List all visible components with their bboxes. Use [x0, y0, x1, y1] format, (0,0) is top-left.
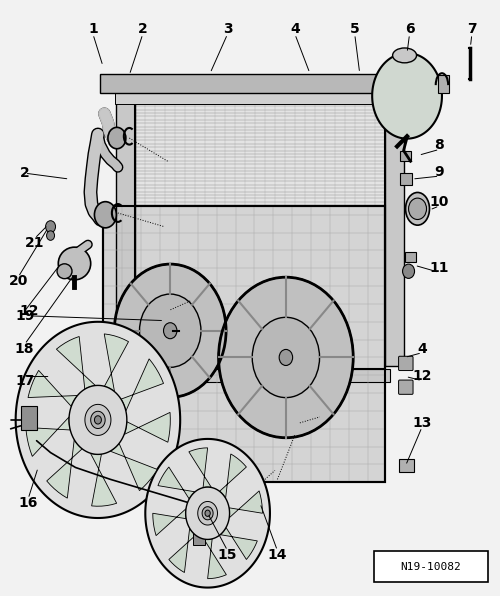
- Text: N19-10082: N19-10082: [400, 562, 462, 572]
- Text: 15: 15: [218, 548, 238, 562]
- Text: 12: 12: [412, 370, 432, 383]
- Polygon shape: [26, 417, 70, 457]
- Circle shape: [46, 221, 56, 232]
- Text: 3: 3: [223, 22, 232, 36]
- Polygon shape: [205, 510, 210, 516]
- Text: 2: 2: [20, 166, 30, 180]
- Text: 19: 19: [15, 309, 34, 323]
- Polygon shape: [85, 404, 111, 436]
- Text: 17: 17: [15, 374, 34, 388]
- Text: 18: 18: [15, 342, 34, 356]
- Text: 10: 10: [430, 195, 449, 209]
- Text: 4: 4: [417, 342, 427, 356]
- FancyBboxPatch shape: [398, 356, 413, 371]
- Bar: [404, 252, 415, 262]
- Polygon shape: [146, 439, 270, 588]
- Polygon shape: [158, 467, 195, 499]
- Bar: [384, 108, 404, 367]
- Ellipse shape: [392, 48, 416, 63]
- Circle shape: [164, 322, 177, 339]
- Text: 4: 4: [290, 22, 300, 36]
- Polygon shape: [121, 359, 164, 411]
- Text: 14: 14: [268, 548, 287, 562]
- Polygon shape: [104, 334, 128, 392]
- Polygon shape: [229, 491, 262, 518]
- Polygon shape: [46, 440, 82, 498]
- Polygon shape: [202, 507, 213, 520]
- Ellipse shape: [406, 193, 429, 225]
- Text: 1: 1: [88, 22, 98, 36]
- Ellipse shape: [58, 247, 90, 280]
- Text: 20: 20: [8, 274, 28, 288]
- Text: 13: 13: [412, 416, 432, 430]
- Text: 8: 8: [434, 138, 444, 151]
- Polygon shape: [372, 53, 442, 139]
- Polygon shape: [198, 501, 218, 525]
- Text: 9: 9: [434, 165, 444, 179]
- Text: 16: 16: [18, 496, 38, 510]
- Circle shape: [114, 264, 226, 398]
- Bar: [136, 96, 384, 370]
- Polygon shape: [124, 412, 170, 442]
- Bar: [438, 75, 450, 93]
- Polygon shape: [90, 411, 105, 429]
- Polygon shape: [186, 487, 230, 539]
- Circle shape: [218, 277, 353, 437]
- Polygon shape: [90, 453, 117, 506]
- Bar: [398, 458, 413, 471]
- Circle shape: [252, 317, 320, 398]
- Bar: [103, 206, 384, 482]
- Bar: [100, 74, 409, 93]
- Bar: [136, 96, 384, 370]
- Polygon shape: [110, 443, 157, 491]
- Bar: [400, 151, 410, 162]
- Polygon shape: [69, 386, 127, 454]
- Bar: [130, 370, 390, 383]
- Bar: [103, 206, 384, 482]
- Polygon shape: [153, 509, 186, 536]
- Circle shape: [279, 349, 292, 365]
- Text: 21: 21: [25, 236, 44, 250]
- FancyBboxPatch shape: [374, 551, 488, 582]
- Polygon shape: [220, 527, 258, 560]
- Circle shape: [140, 294, 201, 367]
- Text: 6: 6: [404, 22, 414, 36]
- Text: 7: 7: [467, 22, 476, 36]
- Circle shape: [408, 198, 426, 219]
- Polygon shape: [94, 416, 102, 424]
- Circle shape: [46, 231, 54, 240]
- Circle shape: [108, 128, 126, 149]
- Bar: [20, 406, 36, 430]
- Circle shape: [94, 201, 116, 228]
- Bar: [192, 527, 205, 545]
- Text: 12: 12: [20, 304, 39, 318]
- Polygon shape: [169, 528, 196, 573]
- Polygon shape: [56, 337, 96, 389]
- Polygon shape: [28, 370, 78, 406]
- Text: 11: 11: [430, 261, 449, 275]
- Polygon shape: [204, 539, 227, 579]
- Text: 5: 5: [350, 22, 360, 36]
- Circle shape: [402, 264, 414, 278]
- Bar: [116, 102, 136, 364]
- Polygon shape: [16, 322, 180, 518]
- Polygon shape: [189, 448, 212, 488]
- Bar: [116, 93, 405, 104]
- Polygon shape: [220, 454, 246, 498]
- Text: 2: 2: [138, 22, 147, 36]
- Bar: [400, 173, 412, 185]
- Ellipse shape: [57, 264, 72, 279]
- FancyBboxPatch shape: [398, 380, 413, 395]
